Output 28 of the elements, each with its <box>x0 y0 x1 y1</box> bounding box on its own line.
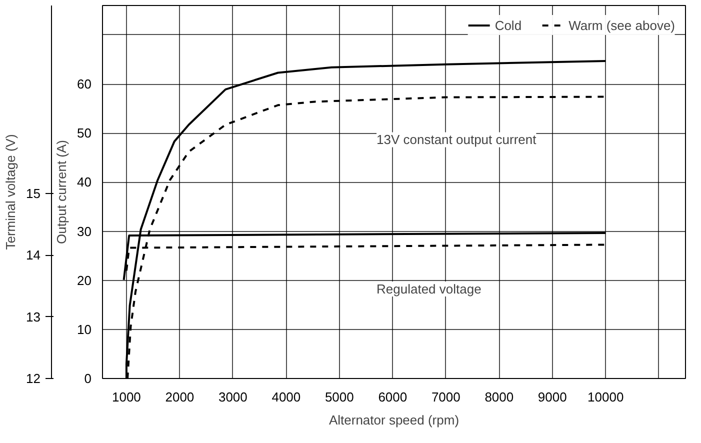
legend-label: Cold <box>494 18 522 32</box>
y-tick-label: 10 <box>77 322 92 337</box>
annotation: Regulated voltage <box>376 281 482 296</box>
y-tick-label: 60 <box>77 76 92 92</box>
x-tick-label: 2000 <box>165 390 194 404</box>
x-axis-title: Alternator speed (rpm) <box>328 412 460 428</box>
x-tick-label: 4000 <box>272 390 301 404</box>
x-tick-label: 7000 <box>431 390 460 404</box>
x-tick-label: 10000 <box>588 390 624 404</box>
legend-label: Warm (see above) <box>568 18 675 32</box>
x-tick-label: 9000 <box>538 390 567 404</box>
y-tick-label: 0 <box>84 371 92 386</box>
x-tick-label: 1000 <box>112 390 141 404</box>
y-tick-label: 40 <box>77 174 92 190</box>
x-tick-label: 5000 <box>324 390 354 404</box>
y-axis-title: Output current (A) <box>54 140 70 244</box>
x-tick-label: 8000 <box>484 390 514 404</box>
y-tick-label: 30 <box>77 224 92 239</box>
y2-tick-label: 14 <box>26 248 41 263</box>
y2-tick-label: 15 <box>26 186 41 202</box>
y-tick-label: 20 <box>77 272 92 288</box>
y2-tick-label: 12 <box>26 371 41 386</box>
x-tick-label: 6000 <box>378 390 408 404</box>
y2-tick-label: 13 <box>26 309 41 324</box>
annotation: 13V constant output current <box>376 132 537 148</box>
y2-axis-title: Terminal voltage (V) <box>3 134 18 250</box>
y-tick-label: 50 <box>77 126 92 141</box>
x-tick-label: 3000 <box>218 390 248 404</box>
